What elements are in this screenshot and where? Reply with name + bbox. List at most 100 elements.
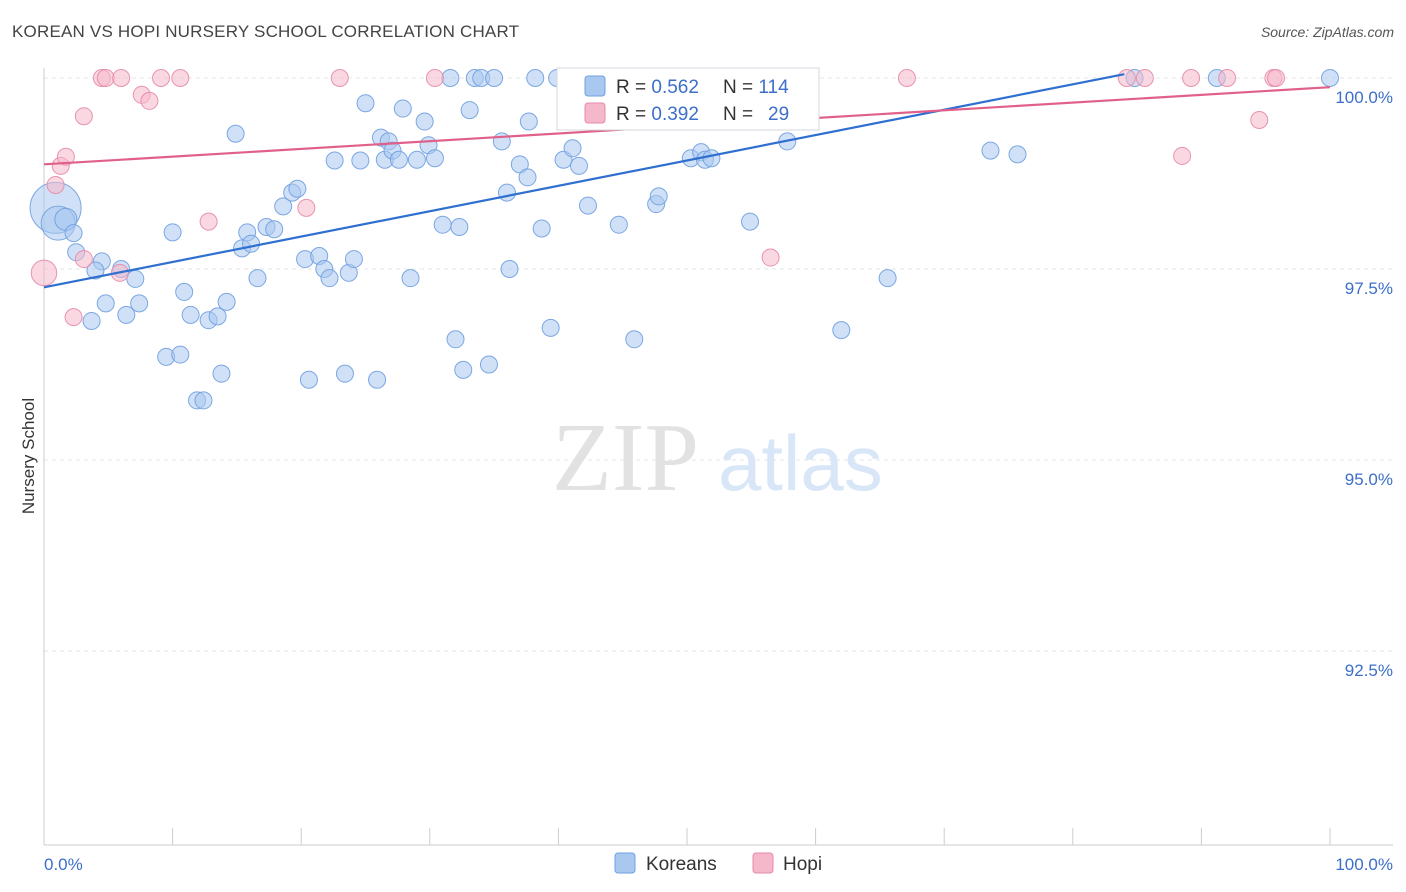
korean-r-label: R =: [616, 77, 651, 98]
hopi-point: [74, 107, 93, 126]
hopi-point: [171, 69, 190, 87]
axis-layer: [43, 68, 1393, 846]
korean-point: [446, 330, 465, 349]
korean-point: [175, 282, 194, 301]
y-tick-label: 97.5%: [1345, 279, 1393, 298]
legend-hopi-label: Hopi: [783, 854, 822, 875]
watermark-zip: ZIP: [552, 404, 699, 512]
korean-point: [393, 99, 412, 118]
watermark-atlas: atlas: [718, 419, 883, 507]
hopi-point: [96, 69, 115, 87]
korean-point: [526, 69, 545, 87]
korean-swatch: [584, 75, 606, 97]
korean-point: [242, 234, 261, 253]
hopi-point: [1117, 69, 1136, 87]
korean-point: [208, 307, 227, 326]
y-axis-title: Nursery School: [19, 398, 38, 514]
korean-point: [518, 168, 537, 187]
korean-point: [479, 355, 498, 374]
hopi-stats-row: R = 0.392 N = 29: [616, 104, 789, 125]
korean-point: [519, 112, 538, 131]
korean-point: [981, 141, 1000, 160]
korean-point: [1008, 145, 1027, 164]
hopi-point: [112, 69, 131, 87]
korean-point: [702, 149, 721, 168]
hopi-point: [897, 69, 916, 87]
korean-point: [274, 197, 293, 216]
hopi-point: [74, 250, 93, 269]
hopi-n-value: 29: [768, 104, 789, 125]
korean-point: [248, 269, 267, 288]
korean-point: [82, 311, 101, 330]
hopi-point: [761, 248, 780, 267]
korean-point: [212, 364, 231, 383]
hopi-point: [1250, 111, 1269, 130]
korean-stats-row: R = 0.562 N = 114: [616, 77, 789, 98]
hopi-point: [1182, 69, 1201, 87]
korean-point: [832, 321, 851, 340]
korean-point: [389, 150, 408, 169]
korean-point: [532, 219, 551, 238]
legend-korean-swatch: [614, 852, 636, 874]
korean-point: [500, 260, 519, 278]
korean-point: [226, 124, 245, 143]
hopi-point: [199, 212, 218, 231]
korean-point: [96, 294, 115, 313]
korean-point: [497, 183, 516, 202]
watermark: ZIP atlas: [552, 404, 883, 512]
korean-point: [625, 330, 644, 349]
korean-point: [86, 261, 105, 280]
hopi-point: [56, 147, 75, 166]
korean-point: [265, 220, 284, 239]
korean-point: [407, 150, 426, 169]
hopi-point: [330, 69, 349, 87]
hopi-n-label: N =: [723, 104, 758, 125]
tick-label-layer: 100.0% 97.5% 95.0% 92.5% 0.0% 100.0%: [44, 88, 1393, 874]
x-tick-label: 100.0%: [1335, 855, 1393, 874]
korean-point: [163, 223, 182, 242]
grid-layer: [44, 77, 1393, 652]
stats-legend-box: R = 0.562 N = 114 R = 0.392 N = 29: [556, 67, 820, 131]
korean-point: [450, 217, 469, 236]
korean-point: [485, 69, 504, 87]
korean-point: [541, 318, 560, 337]
hopi-point: [30, 259, 58, 287]
korean-point: [171, 345, 190, 364]
korean-point: [1321, 69, 1339, 87]
korean-point: [878, 269, 897, 288]
korean-point: [325, 151, 344, 170]
korean-point: [569, 156, 588, 175]
hopi-point: [1218, 69, 1237, 87]
y-tick-label: 95.0%: [1345, 470, 1393, 489]
hopi-point: [1135, 69, 1154, 87]
korean-n-label: N =: [723, 77, 758, 98]
korean-point: [425, 149, 444, 168]
bottom-legend: Koreans Hopi: [614, 852, 822, 875]
hopi-point: [46, 175, 65, 194]
hopi-r-label: R =: [616, 104, 651, 125]
korean-point: [126, 269, 145, 288]
korean-point: [130, 294, 149, 313]
korean-point: [335, 364, 354, 383]
korean-point: [441, 69, 460, 87]
korean-point: [288, 179, 307, 198]
y-tick-label: 100.0%: [1335, 88, 1393, 107]
hopi-r-value: 0.392: [651, 104, 699, 125]
korean-point: [454, 360, 473, 379]
hopi-point: [297, 198, 316, 217]
hopi-point: [1173, 146, 1192, 165]
hopi-point: [64, 308, 83, 327]
hopi-point: [152, 69, 171, 87]
korean-point: [344, 250, 363, 269]
x-tick-label: 0.0%: [44, 855, 83, 874]
hopi-point: [1266, 69, 1285, 87]
korean-n-value: 114: [758, 77, 789, 98]
legend-korean-label: Koreans: [646, 854, 717, 875]
korean-point: [181, 305, 200, 324]
korean-point: [320, 269, 339, 288]
korean-point: [368, 370, 387, 389]
korean-point: [356, 94, 375, 113]
chart-title: KOREAN VS HOPI NURSERY SCHOOL CORRELATIO…: [12, 22, 520, 41]
korean-point: [433, 215, 452, 234]
